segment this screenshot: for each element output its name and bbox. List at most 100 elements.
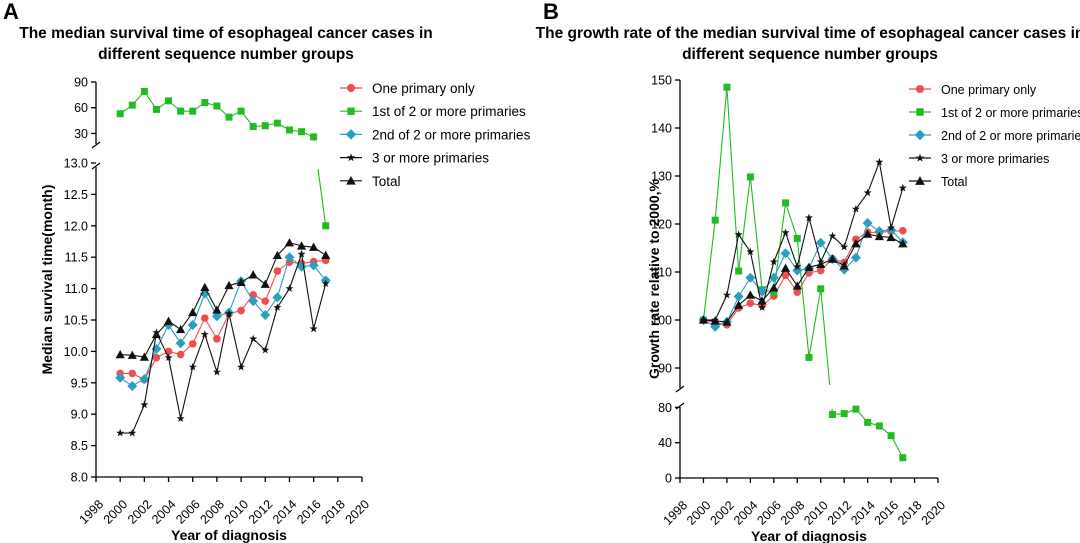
series-line-segment	[855, 222, 869, 258]
y-tick-label: 9.5	[71, 376, 88, 390]
y-tick-label: 100	[651, 314, 672, 328]
series-2nd-of-2-or-more-primaries	[698, 218, 908, 332]
series-line-segment	[749, 251, 763, 308]
data-point	[249, 291, 257, 299]
data-point	[805, 213, 813, 222]
x-axis-label: Year of diagnosis	[171, 527, 287, 543]
data-point	[284, 252, 295, 263]
data-point	[898, 183, 907, 192]
y-tick-label: 8.0	[71, 471, 88, 485]
data-point	[128, 428, 137, 437]
y-tick-label: 90	[658, 362, 672, 376]
series-line-segment	[180, 366, 194, 419]
series-line-segment	[785, 232, 798, 267]
data-point	[163, 316, 174, 325]
series-line-segment	[155, 324, 170, 350]
x-tick-label: 2012	[246, 497, 276, 527]
data-point	[285, 126, 293, 134]
series-line-segment	[264, 307, 278, 351]
data-point	[139, 374, 150, 385]
series-line-segment	[714, 87, 728, 221]
data-point	[840, 242, 849, 251]
legend-label: 2nd of 2 or more primaries	[941, 129, 1080, 143]
data-point	[711, 216, 719, 224]
y-tick-label: 30	[74, 127, 88, 141]
data-point	[698, 315, 709, 324]
data-point	[793, 262, 802, 271]
x-tick-label: 2008	[778, 498, 808, 528]
data-point	[793, 288, 802, 296]
legend-marker	[916, 85, 924, 93]
data-point	[116, 110, 124, 118]
data-point	[863, 229, 873, 238]
series-line-segment	[131, 404, 145, 434]
data-point	[249, 334, 258, 343]
legend-item: 3 or more primaries	[909, 152, 1049, 166]
data-point	[851, 239, 861, 248]
x-tick-label: 2016	[294, 497, 324, 527]
y-tick-label: 40	[658, 436, 672, 450]
series-line-segment	[180, 324, 194, 344]
series-1st-of-2-or-more-primaries	[116, 87, 330, 230]
series-line-segment	[820, 235, 833, 263]
series-line-segment	[890, 435, 904, 458]
series-line-segment	[192, 287, 206, 313]
data-point	[874, 231, 884, 241]
x-tick-label: 2018	[895, 498, 925, 528]
data-point	[722, 290, 731, 299]
data-point	[261, 122, 269, 130]
series-line-segment	[773, 253, 787, 278]
series-line-segment	[192, 293, 206, 326]
legend-marker	[347, 107, 355, 115]
y-tick-label: 12.0	[64, 219, 88, 233]
legend-label: Total	[372, 174, 401, 189]
legend-label: One primary only	[372, 81, 475, 96]
data-point	[296, 241, 307, 250]
axis-break-mark	[91, 141, 101, 149]
data-point	[116, 428, 125, 437]
data-point	[874, 226, 885, 237]
x-tick-label: 2010	[801, 498, 831, 528]
series-line-segment	[143, 334, 157, 358]
y-tick-label: 10.0	[64, 345, 88, 359]
data-point	[236, 277, 246, 286]
data-point	[805, 353, 813, 361]
legend-item: 2nd of 2 or more primaries	[340, 127, 531, 142]
series-line-segment	[808, 288, 822, 358]
data-point	[722, 317, 732, 326]
series-3-or-more-primaries	[699, 157, 907, 324]
data-point	[213, 335, 221, 343]
data-point	[188, 362, 197, 371]
chart-title-line-1: The growth rate of the median survival t…	[536, 25, 1080, 42]
data-point	[840, 410, 848, 418]
data-point	[862, 218, 873, 229]
panel-a: A The median survival time of esophageal…	[3, 0, 531, 543]
x-tick-label: 2016	[872, 498, 902, 528]
data-point	[899, 454, 907, 462]
data-point	[273, 119, 281, 127]
series-line-segment	[276, 288, 290, 308]
chart-title-line-2: different sequence number groups	[98, 46, 354, 63]
data-point	[201, 99, 209, 107]
series-line-segment	[796, 217, 810, 267]
legend-label: 3 or more primaries	[941, 152, 1049, 166]
y-tick-label: 12.5	[64, 188, 88, 202]
data-point	[200, 330, 209, 338]
y-tick-label: 13.0	[64, 157, 88, 171]
series-line-segment	[168, 357, 182, 419]
data-point	[165, 97, 173, 105]
series-line-segment	[726, 234, 740, 296]
data-point	[827, 254, 838, 263]
legend-item: 1st of 2 or more primaries	[909, 106, 1080, 120]
legend-marker	[346, 175, 356, 185]
data-point	[127, 380, 138, 391]
data-point	[792, 265, 803, 276]
series-line-segment	[264, 255, 278, 285]
legend-marker	[916, 108, 924, 116]
series-line-segment	[773, 232, 787, 263]
data-point	[128, 101, 136, 109]
legend-item: One primary only	[909, 83, 1037, 97]
data-point	[176, 414, 185, 422]
series-line-segment	[192, 317, 206, 345]
y-tick-label: 11.0	[65, 282, 88, 296]
